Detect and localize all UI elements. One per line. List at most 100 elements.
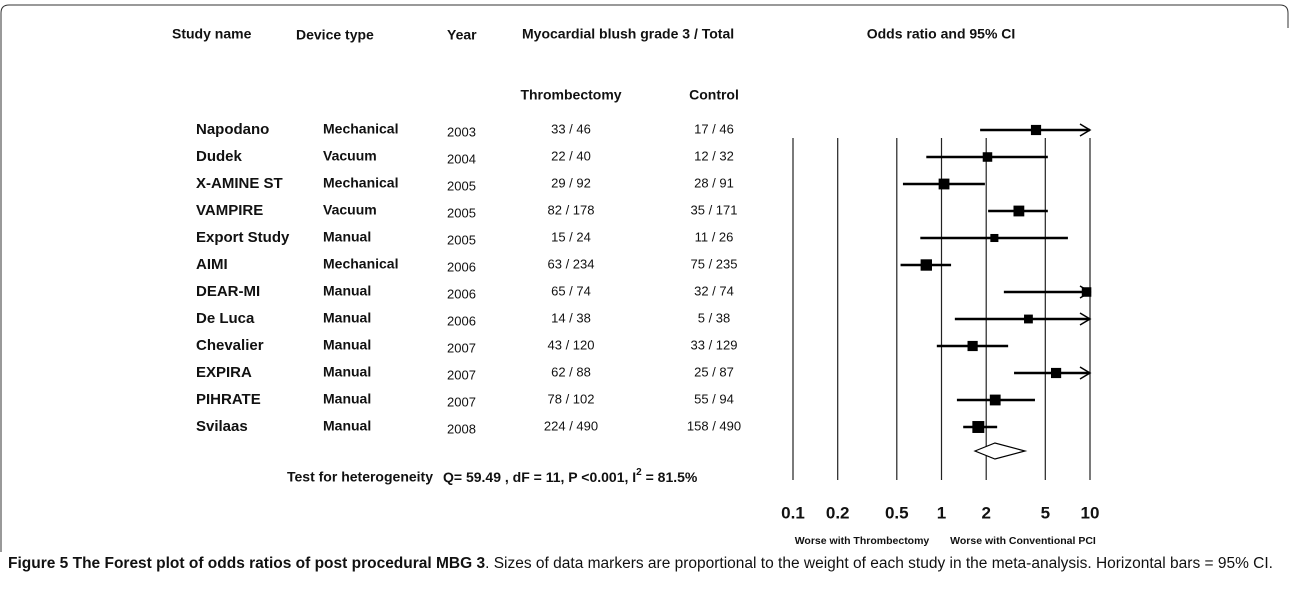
year: 2005 [447, 205, 476, 220]
control-count: 75 / 235 [691, 256, 738, 271]
device-type: Manual [323, 418, 371, 434]
x-tick-label: 0.2 [826, 503, 850, 522]
study-name: Chevalier [196, 337, 264, 354]
thrombectomy-count: 22 / 40 [551, 148, 591, 163]
thrombectomy-count: 78 / 102 [548, 391, 595, 406]
control-count: 33 / 129 [691, 337, 738, 352]
control-count: 12 / 32 [694, 148, 734, 163]
thrombectomy-count: 65 / 74 [551, 283, 591, 298]
study-marker [972, 421, 985, 433]
header: Year [447, 27, 477, 43]
year: 2005 [447, 178, 476, 193]
control-count: 158 / 490 [687, 418, 741, 433]
device-type: Mechanical [323, 175, 398, 191]
study-name: PIHRATE [196, 391, 261, 408]
heterogeneity-stats: Q= 59.49 , dF = 11, P <0.001, I2 = 81.5% [443, 467, 698, 485]
study-marker [1081, 287, 1092, 297]
control-count: 28 / 91 [694, 175, 734, 190]
study-name: Export Study [196, 229, 290, 246]
study-name: Svilaas [196, 418, 248, 435]
year: 2003 [447, 124, 476, 139]
study-name: Napodano [196, 121, 269, 138]
device-type: Vacuum [323, 202, 377, 218]
study-marker [938, 178, 950, 190]
study-name: De Luca [196, 310, 255, 327]
study-name: VAMPIRE [196, 202, 263, 219]
thrombectomy-count: 15 / 24 [551, 229, 591, 244]
heterogeneity-label: Test for heterogeneity [287, 469, 433, 485]
study-name: Dudek [196, 148, 243, 165]
device-type: Mechanical [323, 121, 398, 137]
header: Study name [172, 26, 252, 42]
study-name: AIMI [196, 256, 228, 273]
study-name: DEAR-MI [196, 283, 260, 300]
year: 2007 [447, 394, 476, 409]
frame [0, 4, 1289, 552]
device-type: Manual [323, 391, 371, 407]
stats: = 81.5% [642, 469, 698, 485]
device-type: Manual [323, 337, 371, 353]
thrombectomy-count: 43 / 120 [548, 337, 595, 352]
caption-text: . Sizes of data markers are proportional… [485, 555, 1273, 572]
year: 2006 [447, 259, 476, 274]
study-marker [920, 259, 932, 271]
pooled-diamond [973, 442, 1028, 460]
thrombectomy-count: 14 / 38 [551, 310, 591, 325]
x-tick-label: 0.5 [885, 503, 909, 522]
year: 2005 [447, 232, 476, 247]
device-type: Manual [323, 229, 371, 245]
study-marker [1050, 367, 1062, 379]
header: Myocardial blush grade 3 / Total [522, 26, 734, 42]
device-type: Manual [323, 364, 371, 380]
x-tick-label: 10 [1081, 503, 1100, 522]
thrombectomy-count: 224 / 490 [544, 418, 598, 433]
study-marker [990, 233, 999, 243]
chart: Study name Device type Year Myocardial b… [0, 4, 1289, 552]
ci-arrow [1079, 366, 1092, 380]
control-count: 55 / 94 [694, 391, 734, 406]
year: 2007 [447, 367, 476, 382]
year: 2006 [447, 286, 476, 301]
thrombectomy-count: 29 / 92 [551, 175, 591, 190]
x-tick-label: 2 [981, 503, 990, 522]
year: 2008 [447, 421, 476, 436]
caption-title: The Forest plot of odds ratios of post p… [72, 555, 486, 572]
control-count: 5 / 38 [698, 310, 731, 325]
year: 2006 [447, 313, 476, 328]
header: Thrombectomy [520, 87, 621, 103]
device-type: Vacuum [323, 148, 377, 164]
device-type: Mechanical [323, 256, 398, 272]
device-type: Manual [323, 283, 371, 299]
study-marker [982, 152, 993, 162]
device-type: Manual [323, 310, 371, 326]
control-count: 17 / 46 [694, 121, 734, 136]
x-tick-label: 0.1 [781, 503, 805, 522]
axis-note: Worse with Thrombectomy [795, 535, 930, 547]
control-count: 11 / 26 [695, 229, 734, 244]
study-marker [967, 340, 978, 352]
caption-label: Figure 5 [8, 555, 69, 572]
thrombectomy-count: 63 / 234 [548, 256, 595, 271]
axis-note: Worse with Conventional PCI [950, 535, 1096, 547]
chart-title: Odds ratio and 95% CI [867, 26, 1016, 42]
caption: Figure 5 The Forest plot of odds ratios … [8, 555, 1280, 573]
thrombectomy-count: 82 / 178 [548, 202, 595, 217]
study-name: X-AMINE ST [196, 175, 283, 192]
header: Control [689, 87, 739, 103]
superscript: 2 [636, 467, 642, 478]
study-marker [1030, 124, 1042, 136]
control-count: 35 / 171 [691, 202, 738, 217]
stats: Q= 59.49 , dF = 11, P <0.001, I [443, 469, 636, 485]
header: Device type [296, 27, 374, 43]
x-tick-label: 1 [937, 503, 946, 522]
ci-arrow [1079, 312, 1092, 326]
year: 2004 [447, 151, 476, 166]
study-marker [989, 394, 1001, 406]
study-marker [1013, 205, 1025, 217]
x-tick-label: 5 [1041, 503, 1050, 522]
thrombectomy-count: 62 / 88 [551, 364, 591, 379]
study-name: EXPIRA [196, 364, 252, 381]
thrombectomy-count: 33 / 46 [551, 121, 591, 136]
control-count: 32 / 74 [694, 283, 734, 298]
